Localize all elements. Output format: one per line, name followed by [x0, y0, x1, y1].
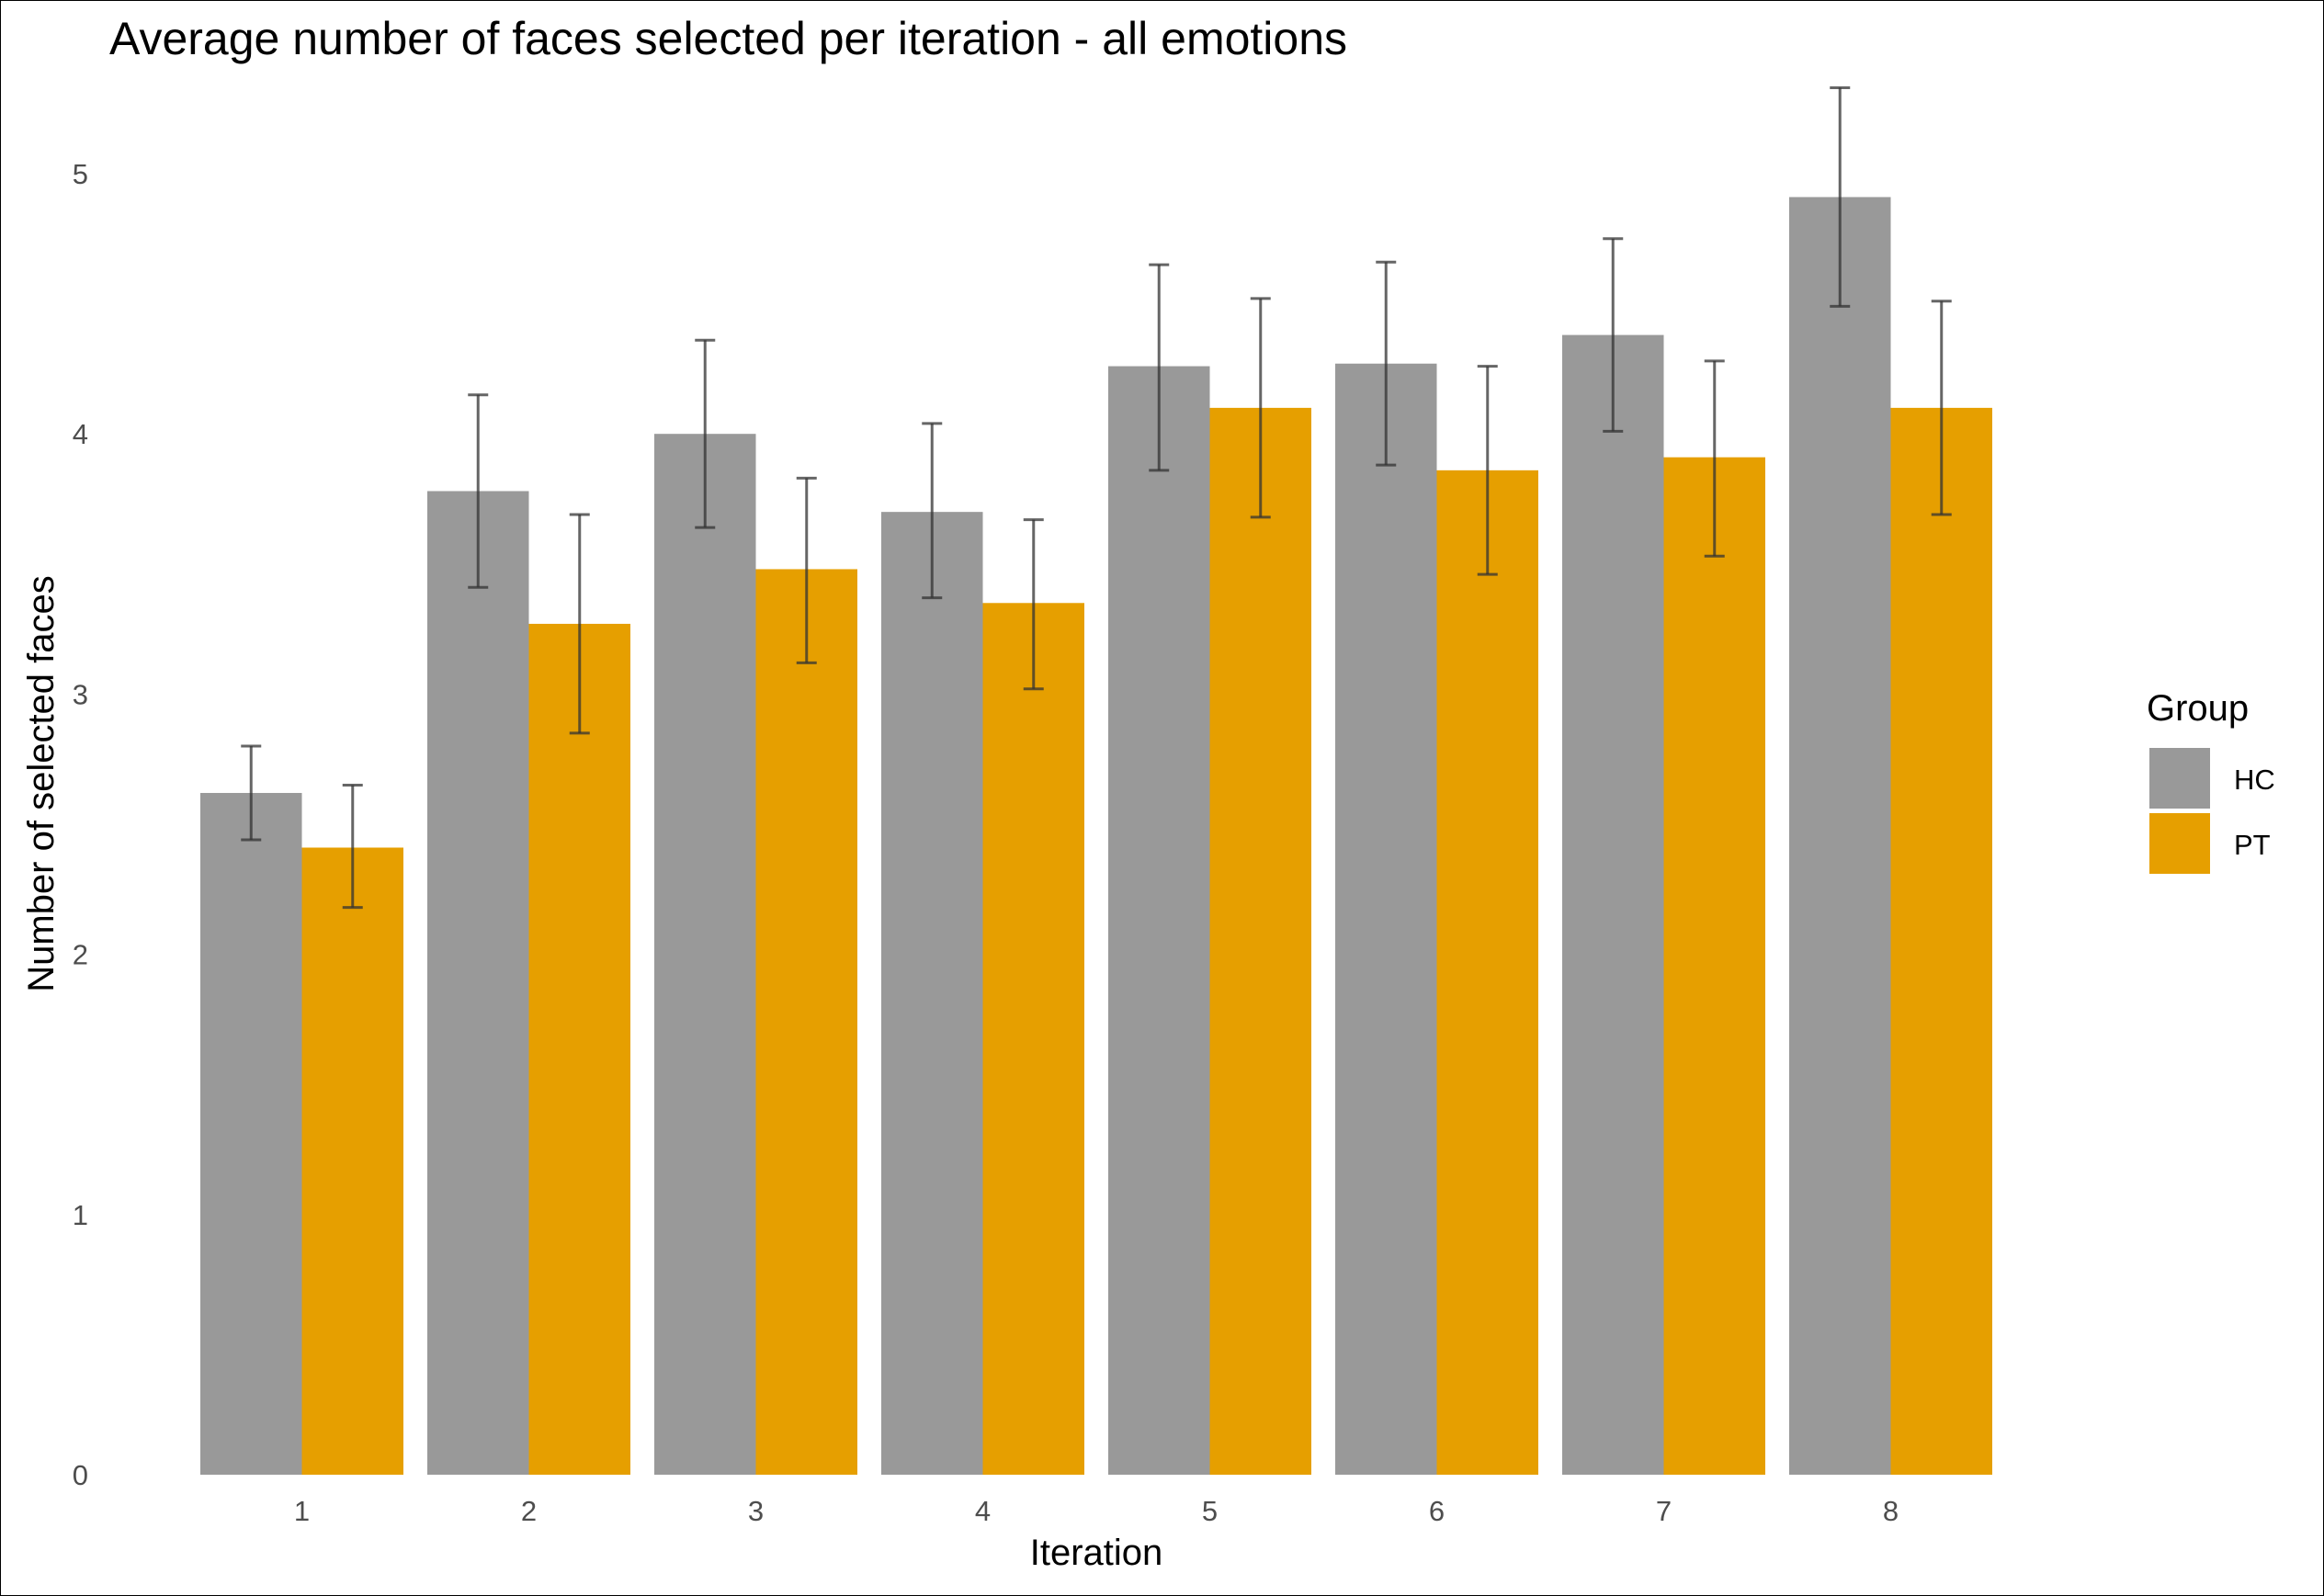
- bar-pt-6: [1436, 470, 1538, 1475]
- error-bar-hc-2: [468, 393, 489, 589]
- bar-hc-6: [1335, 363, 1437, 1476]
- legend-key-pt: [2149, 813, 2210, 874]
- x-tick-label: 7: [1656, 1495, 1672, 1527]
- y-axis: 0 1 2 3 4 5: [73, 158, 88, 1491]
- legend: Group HC PT: [2147, 688, 2275, 874]
- y-tick-label: 0: [73, 1459, 88, 1491]
- x-tick-label: 6: [1429, 1495, 1445, 1527]
- bar-pt-1: [301, 847, 403, 1475]
- error-bar-pt-7: [1704, 359, 1725, 558]
- error-bar-pt-1: [342, 784, 363, 910]
- bar-hc-5: [1108, 366, 1210, 1475]
- bar-pt-2: [528, 623, 630, 1475]
- x-tick-label: 3: [748, 1495, 764, 1527]
- error-bar-pt-5: [1250, 297, 1271, 519]
- error-bar-pt-4: [1023, 518, 1044, 691]
- legend-key-hc: [2149, 748, 2210, 809]
- bar-pt-5: [1209, 407, 1311, 1475]
- error-bar-hc-5: [1149, 263, 1170, 472]
- y-tick-label: 5: [73, 158, 88, 190]
- y-tick-label: 4: [73, 418, 88, 450]
- y-tick-label: 3: [73, 678, 88, 710]
- error-bar-hc-1: [241, 744, 262, 842]
- x-axis: 1 2 3 4 5 6 7 8: [294, 1495, 1899, 1527]
- y-axis-title: Number of selected faces: [21, 575, 62, 992]
- error-bar-hc-8: [1830, 86, 1851, 308]
- error-bar-hc-3: [695, 338, 716, 529]
- y-tick-label: 1: [73, 1199, 88, 1231]
- error-bar-hc-6: [1376, 260, 1397, 467]
- bar-hc-3: [654, 434, 756, 1476]
- x-tick-label: 4: [975, 1495, 991, 1527]
- error-bar-pt-6: [1477, 365, 1498, 576]
- legend-label-pt: PT: [2234, 829, 2271, 861]
- x-tick-label: 2: [521, 1495, 537, 1527]
- x-tick-label: 5: [1202, 1495, 1218, 1527]
- bar-hc-4: [881, 512, 983, 1476]
- x-tick-label: 1: [294, 1495, 310, 1527]
- error-bar-hc-4: [922, 422, 943, 600]
- error-bar-pt-8: [1931, 300, 1952, 516]
- bar-hc-7: [1562, 334, 1664, 1476]
- bar-pt-7: [1663, 457, 1765, 1475]
- legend-title: Group: [2147, 688, 2249, 729]
- error-bar-pt-2: [569, 513, 590, 735]
- bar-pt-8: [1890, 407, 1992, 1475]
- error-bar-pt-3: [796, 476, 817, 664]
- bar-hc-8: [1789, 197, 1891, 1475]
- bars-layer: [200, 197, 1992, 1476]
- bar-pt-4: [982, 603, 1084, 1475]
- x-tick-label: 8: [1883, 1495, 1899, 1527]
- bar-hc-2: [427, 491, 529, 1475]
- y-tick-label: 2: [73, 939, 88, 971]
- error-bars-layer: [241, 86, 1952, 910]
- legend-label-hc: HC: [2234, 764, 2275, 796]
- error-bar-hc-7: [1603, 237, 1624, 433]
- bar-pt-3: [755, 569, 857, 1475]
- bar-hc-1: [200, 793, 302, 1475]
- chart-title: Average number of faces selected per ite…: [109, 13, 1347, 64]
- x-axis-title: Iteration: [1030, 1533, 1163, 1573]
